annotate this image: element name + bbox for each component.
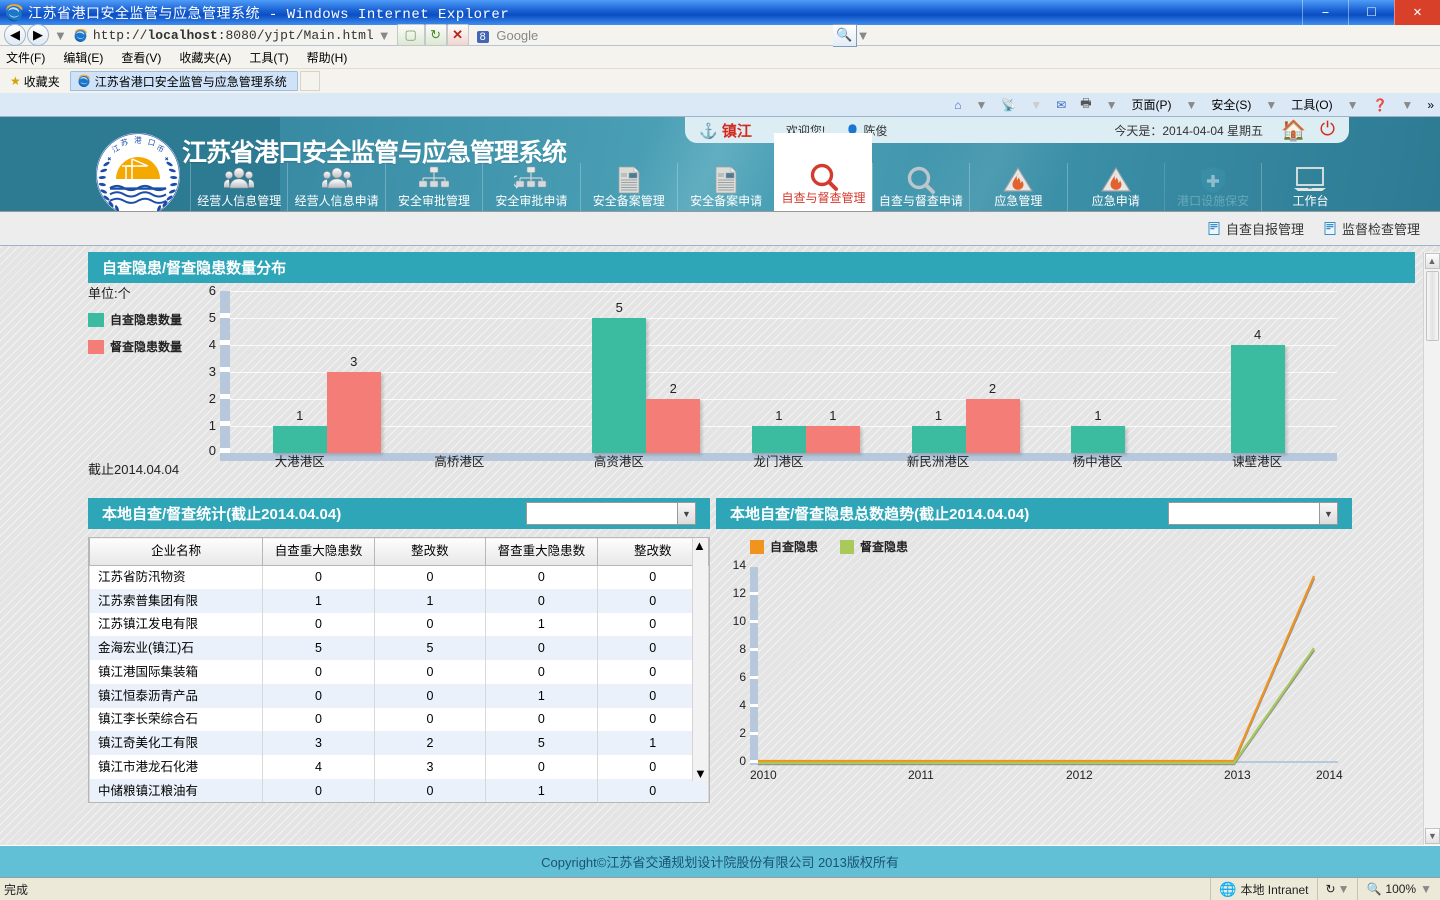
svg-text:港: 港 — [134, 135, 142, 145]
